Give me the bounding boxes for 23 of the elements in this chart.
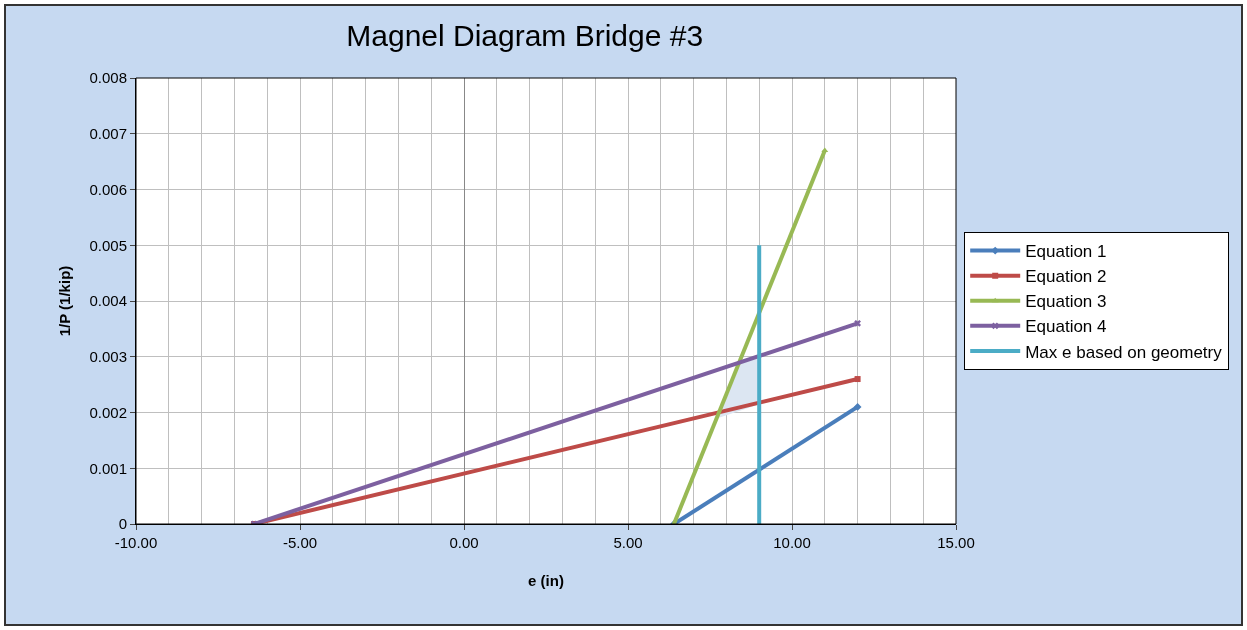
x-tick-label: 5.00 xyxy=(613,534,643,551)
y-tick-label: 0.003 xyxy=(89,348,127,365)
y-tick-label: 0 xyxy=(118,515,127,533)
x-axis-title: e (in) xyxy=(528,572,564,589)
y-tick-label: 0.004 xyxy=(89,292,127,310)
y-tick-label: 0.001 xyxy=(89,459,127,477)
x-tick-label: -10.00 xyxy=(114,534,158,551)
legend-label: Equation 2 xyxy=(1025,267,1107,287)
legend-label: Equation 3 xyxy=(1025,292,1107,312)
chart-title: Magnel Diagram Bridge #3 xyxy=(346,18,704,52)
legend-label: Equation 1 xyxy=(1025,242,1107,262)
y-axis-title: 1/P (1/kip) xyxy=(55,265,73,337)
x-tick-label: 10.00 xyxy=(773,534,811,551)
x-tick-label: -5.00 xyxy=(282,534,318,551)
y-tick-label: 0.008 xyxy=(89,69,127,87)
x-tick-label: 15.00 xyxy=(937,534,975,551)
legend-label: Equation 4 xyxy=(1025,317,1107,337)
legend-label: Max e based on geometry xyxy=(1025,342,1223,362)
x-tick-label: 0.00 xyxy=(449,534,479,551)
y-tick-label: 0.006 xyxy=(89,180,127,198)
y-tick-label: 0.007 xyxy=(89,125,127,142)
y-tick-label: 0.002 xyxy=(89,403,127,421)
y-tick-label: 0.005 xyxy=(89,236,127,254)
